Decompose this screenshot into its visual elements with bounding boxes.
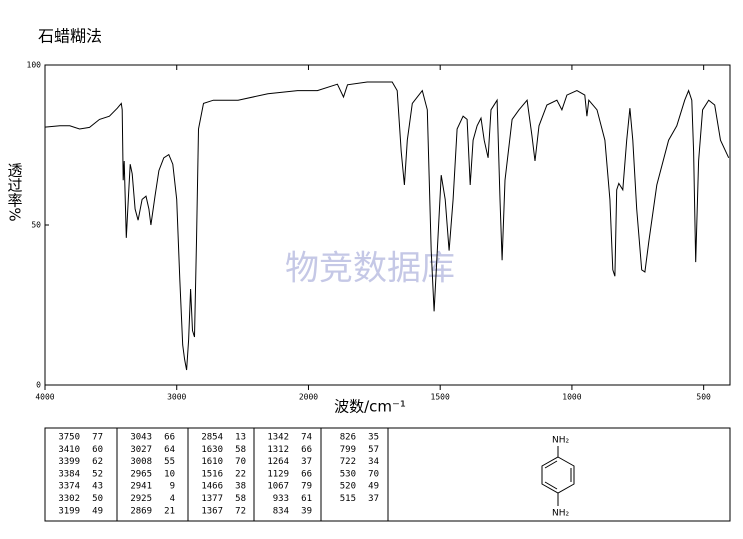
wavenumber-cell: 2941	[130, 482, 152, 492]
spectrum-line	[44, 81, 730, 371]
x-tick-label: 1500	[431, 393, 450, 402]
transmittance-cell: 77	[92, 433, 103, 443]
transmittance-cell: 4	[170, 494, 175, 504]
transmittance-cell: 49	[368, 482, 379, 492]
x-axis-label: 波数/cm⁻¹	[334, 398, 406, 416]
wavenumber-cell: 933	[273, 494, 289, 504]
wavenumber-cell: 3043	[130, 433, 152, 443]
wavenumber-cell: 3399	[58, 457, 80, 467]
transmittance-cell: 34	[368, 457, 379, 467]
transmittance-cell: 79	[301, 482, 312, 492]
transmittance-cell: 39	[301, 506, 312, 516]
wavenumber-cell: 1342	[267, 433, 289, 443]
wavenumber-cell: 1516	[201, 469, 223, 479]
wavenumber-cell: 515	[340, 494, 356, 504]
wavenumber-cell: 3750	[58, 433, 80, 443]
wavenumber-cell: 3027	[130, 445, 152, 455]
transmittance-cell: 55	[164, 457, 175, 467]
transmittance-cell: 64	[164, 445, 175, 455]
wavenumber-cell: 1630	[201, 445, 223, 455]
transmittance-cell: 13	[235, 433, 246, 443]
transmittance-cell: 57	[368, 445, 379, 455]
wavenumber-cell: 530	[340, 469, 356, 479]
double-bond	[544, 481, 558, 490]
transmittance-cell: 38	[235, 482, 246, 492]
transmittance-cell: 43	[92, 482, 103, 492]
x-tick-label: 3000	[167, 393, 186, 402]
x-tick-label: 4000	[35, 393, 54, 402]
wavenumber-cell: 1067	[267, 482, 289, 492]
wavenumber-cell: 3374	[58, 482, 80, 492]
watermark: 物竞数据库	[285, 249, 455, 289]
transmittance-cell: 10	[164, 469, 175, 479]
chart-title: 石蜡糊法	[38, 27, 102, 46]
transmittance-cell: 60	[92, 445, 103, 455]
wavenumber-cell: 1367	[201, 506, 223, 516]
wavenumber-cell: 2854	[201, 433, 223, 443]
wavenumber-cell: 3008	[130, 457, 152, 467]
wavenumber-cell: 799	[340, 445, 356, 455]
y-tick-label: 100	[27, 61, 42, 70]
transmittance-cell: 66	[164, 433, 175, 443]
transmittance-cell: 66	[301, 469, 312, 479]
transmittance-cell: 52	[92, 469, 103, 479]
wavenumber-cell: 3410	[58, 445, 80, 455]
transmittance-cell: 58	[235, 445, 246, 455]
wavenumber-cell: 1312	[267, 445, 289, 455]
amine-label: NH₂	[552, 436, 570, 446]
transmittance-cell: 35	[368, 433, 379, 443]
y-tick-label: 0	[36, 381, 41, 390]
wavenumber-cell: 1129	[267, 469, 289, 479]
transmittance-cell: 70	[368, 469, 379, 479]
transmittance-cell: 72	[235, 506, 246, 516]
wavenumber-cell: 1466	[201, 482, 223, 492]
transmittance-cell: 21	[164, 506, 175, 516]
transmittance-cell: 70	[235, 457, 246, 467]
transmittance-cell: 74	[301, 433, 312, 443]
transmittance-cell: 62	[92, 457, 103, 467]
y-axis-label: 透过率%	[6, 162, 24, 221]
transmittance-cell: 49	[92, 506, 103, 516]
wavenumber-cell: 2965	[130, 469, 152, 479]
amine-label: NH₂	[552, 509, 570, 519]
transmittance-cell: 58	[235, 494, 246, 504]
plot-frame	[44, 64, 731, 386]
wavenumber-cell: 834	[273, 506, 289, 516]
x-tick-label: 1000	[562, 393, 581, 402]
double-bond	[544, 460, 558, 469]
wavenumber-cell: 3302	[58, 494, 80, 504]
wavenumber-cell: 1264	[267, 457, 289, 467]
structure	[541, 446, 575, 506]
wavenumber-cell: 2869	[130, 506, 152, 516]
wavenumber-cell: 3199	[58, 506, 80, 516]
transmittance-cell: 37	[301, 457, 312, 467]
transmittance-cell: 9	[170, 482, 175, 492]
x-tick-label: 2000	[299, 393, 318, 402]
wavenumber-cell: 1610	[201, 457, 223, 467]
x-tick-label: 500	[696, 393, 711, 402]
wavenumber-cell: 722	[340, 457, 356, 467]
transmittance-cell: 22	[235, 469, 246, 479]
transmittance-cell: 37	[368, 494, 379, 504]
y-tick-label: 50	[31, 221, 41, 230]
wavenumber-cell: 1377	[201, 494, 223, 504]
wavenumber-cell: 826	[340, 433, 356, 443]
transmittance-cell: 66	[301, 445, 312, 455]
wavenumber-cell: 2925	[130, 494, 152, 504]
wavenumber-cell: 3384	[58, 469, 80, 479]
transmittance-cell: 61	[301, 494, 312, 504]
transmittance-cell: 50	[92, 494, 103, 504]
wavenumber-cell: 520	[340, 482, 356, 492]
benzene-ring	[541, 456, 575, 494]
